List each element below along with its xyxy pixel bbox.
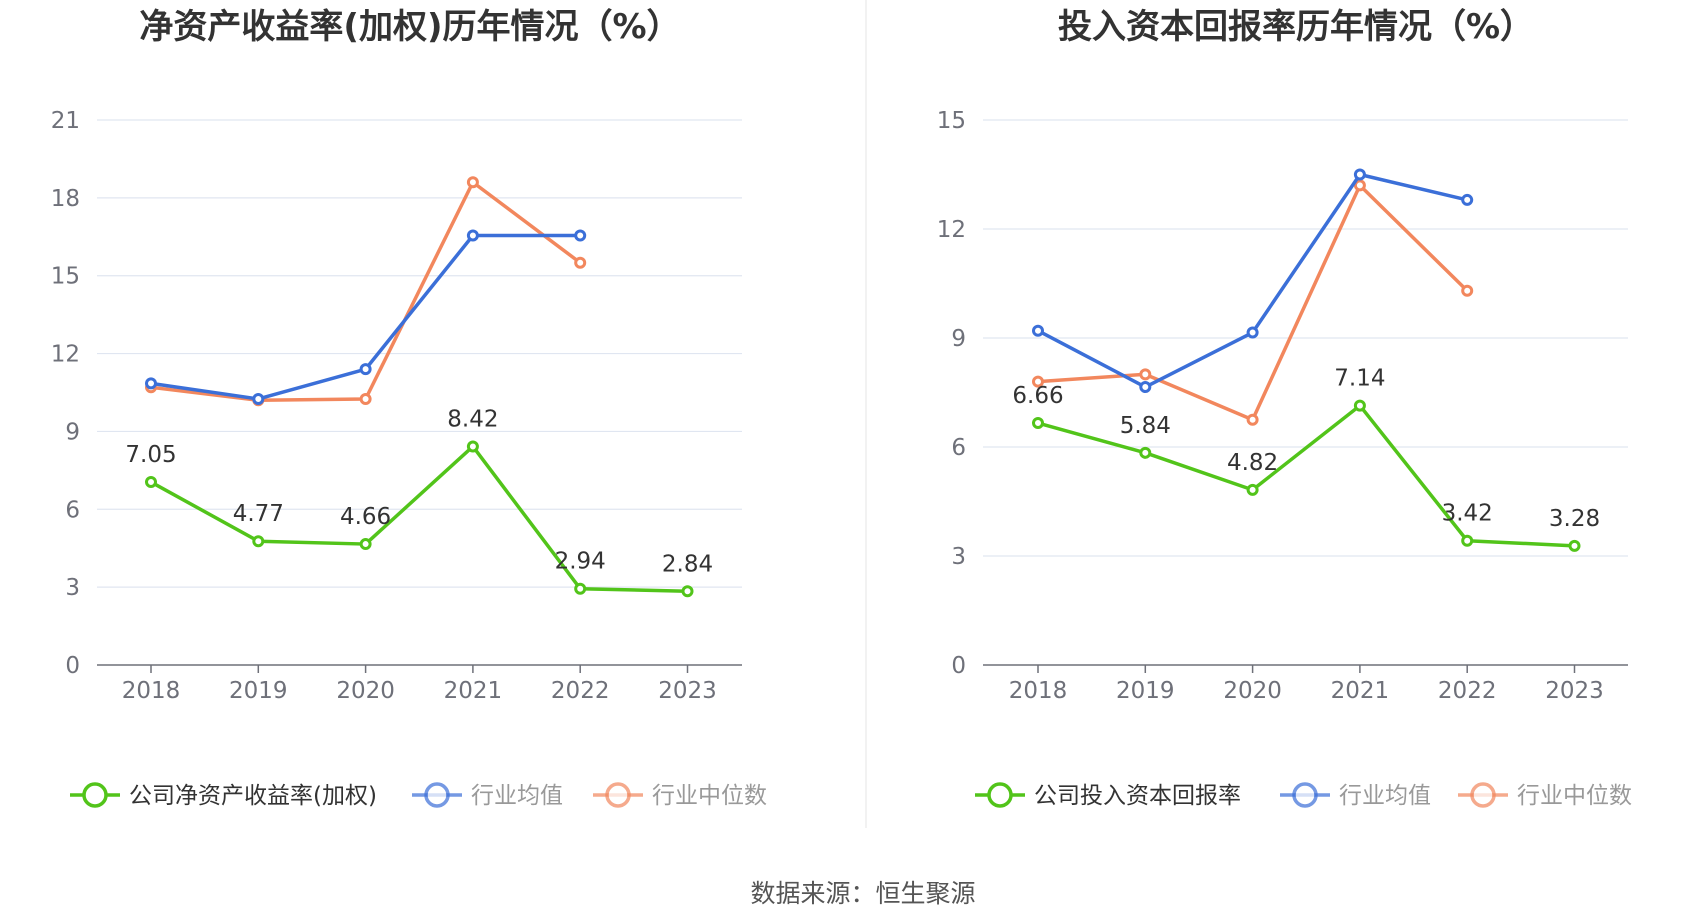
y-tick-label: 15 xyxy=(51,264,80,290)
data-label: 2.94 xyxy=(555,549,606,575)
data-point xyxy=(574,229,587,242)
data-point xyxy=(1568,539,1581,552)
data-point xyxy=(1246,483,1259,496)
y-tick-label: 0 xyxy=(65,653,80,679)
roic-chart: 投入资本回报率历年情况（%） 0 3 6 9 12 15 2018 2019 2020 2021 20… xyxy=(937,7,1632,809)
legend-marker xyxy=(424,782,450,808)
x-tick-label: 2021 xyxy=(1331,678,1390,704)
series-line xyxy=(1037,183,1469,422)
y-tick-label: 6 xyxy=(951,435,966,461)
data-point xyxy=(1461,284,1474,297)
legend-marker xyxy=(605,782,631,808)
y-tick-label: 0 xyxy=(951,653,966,679)
data-point xyxy=(1461,534,1474,547)
data-label: 4.66 xyxy=(340,504,391,530)
data-label: 4.77 xyxy=(233,501,284,527)
data-point xyxy=(1139,368,1152,381)
legend-label: 行业中位数 xyxy=(1517,783,1632,809)
x-tick-label: 2023 xyxy=(1545,678,1604,704)
data-point xyxy=(1353,179,1366,192)
data-point xyxy=(466,440,479,453)
legend-label: 公司净资产收益率(加权) xyxy=(129,783,377,809)
data-point xyxy=(1032,375,1044,388)
legend-marker xyxy=(1470,782,1496,808)
data-label: 5.84 xyxy=(1120,413,1171,439)
series-line xyxy=(1037,403,1575,548)
y-tick-label: 12 xyxy=(937,217,966,243)
data-point xyxy=(574,582,587,595)
data-point xyxy=(359,392,372,405)
data-point xyxy=(681,585,694,598)
data-point xyxy=(1461,193,1474,206)
data-label: 6.66 xyxy=(1012,383,1063,409)
y-tick-label: 12 xyxy=(51,342,80,368)
legend-label: 行业均值 xyxy=(1339,783,1431,809)
x-tick-label: 2020 xyxy=(336,678,395,704)
y-tick-label: 3 xyxy=(65,575,80,601)
source-text: 数据来源：恒生聚源 xyxy=(750,879,975,908)
x-tick-label: 2023 xyxy=(658,678,717,704)
legend-marker xyxy=(82,782,108,808)
data-point xyxy=(1246,413,1259,426)
data-point xyxy=(1032,324,1044,337)
legend-label: 行业均值 xyxy=(471,783,563,809)
data-label: 2.84 xyxy=(662,551,713,577)
x-tick-label: 2018 xyxy=(122,678,181,704)
data-point xyxy=(574,256,587,269)
data-label: 8.42 xyxy=(447,406,498,432)
data-point xyxy=(252,535,265,548)
data-point xyxy=(1139,381,1152,394)
data-point xyxy=(466,229,479,242)
x-tick-label: 2022 xyxy=(551,678,610,704)
legend-label: 公司投入资本回报率 xyxy=(1034,783,1241,809)
data-point xyxy=(145,476,157,489)
data-label: 7.05 xyxy=(125,442,176,468)
y-tick-label: 21 xyxy=(51,108,80,134)
x-tick-label: 2019 xyxy=(229,678,288,704)
data-label: 3.42 xyxy=(1442,501,1493,527)
data-label: 7.14 xyxy=(1334,366,1385,392)
y-tick-label: 9 xyxy=(951,326,966,352)
data-point xyxy=(1032,417,1044,430)
x-tick-label: 2022 xyxy=(1438,678,1497,704)
legend-label: 行业中位数 xyxy=(652,783,767,809)
y-tick-label: 18 xyxy=(51,186,80,212)
data-point xyxy=(359,538,372,551)
data-point xyxy=(359,363,372,376)
x-tick-label: 2021 xyxy=(444,678,503,704)
x-tick-label: 2018 xyxy=(1009,678,1068,704)
legend-marker xyxy=(1292,782,1318,808)
data-point xyxy=(1139,446,1152,459)
series-line xyxy=(150,444,688,594)
x-tick-label: 2019 xyxy=(1116,678,1175,704)
data-label: 4.82 xyxy=(1227,450,1278,476)
x-tick-label: 2020 xyxy=(1223,678,1282,704)
series-line xyxy=(1037,172,1468,389)
roe-chart: 净资产收益率(加权)历年情况（%） 0 3 6 9 12 15 18 21 2018 2019 202… xyxy=(51,7,767,809)
y-tick-label: 9 xyxy=(65,419,80,445)
data-point xyxy=(1353,168,1366,181)
legend-marker xyxy=(987,782,1013,808)
data-point xyxy=(1353,399,1366,412)
y-tick-label: 3 xyxy=(951,544,966,570)
data-point xyxy=(1246,326,1259,339)
data-point xyxy=(252,392,265,405)
data-label: 3.28 xyxy=(1549,506,1600,532)
data-point xyxy=(145,377,157,390)
chart-title: 净资产收益率(加权)历年情况（%） xyxy=(139,7,680,47)
y-tick-label: 15 xyxy=(937,108,966,134)
data-point xyxy=(466,176,479,189)
y-tick-label: 6 xyxy=(65,497,80,523)
chart-title: 投入资本回报率历年情况（%） xyxy=(1058,7,1534,47)
